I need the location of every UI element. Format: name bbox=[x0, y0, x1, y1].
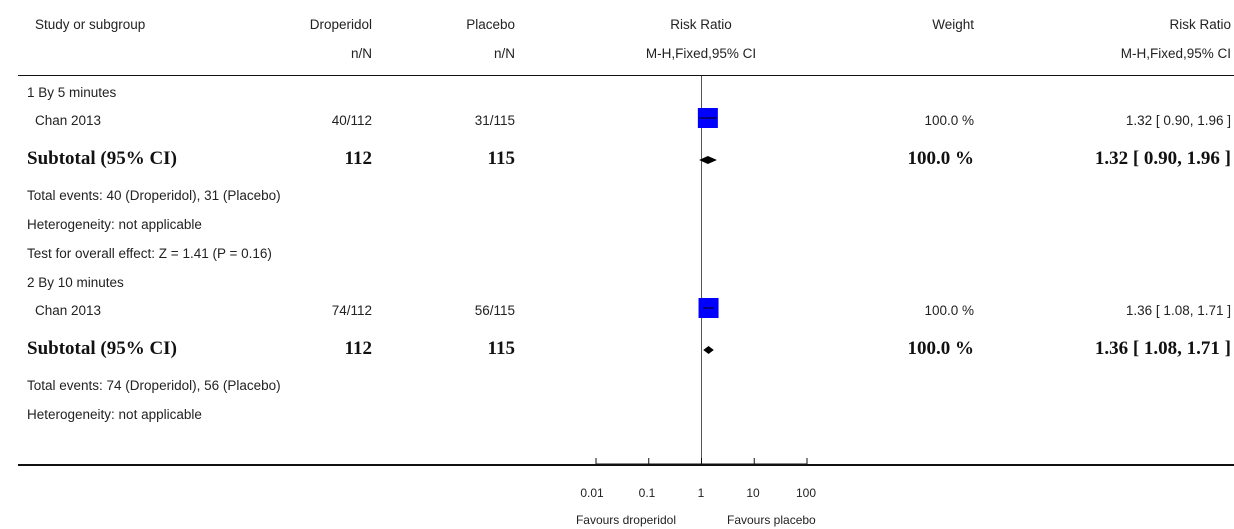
heterogeneity-note: Heterogeneity: not applicable bbox=[27, 407, 202, 422]
study-weight: 100.0 % bbox=[924, 303, 974, 318]
total-events-note: Total events: 74 (Droperidol), 56 (Place… bbox=[27, 378, 281, 393]
header-droperidol-sub: n/N bbox=[350, 46, 372, 61]
study-name: Chan 2013 bbox=[35, 303, 102, 318]
group-title: 1 By 5 minutes bbox=[27, 85, 117, 100]
bottom-rule bbox=[18, 464, 1234, 466]
header-placebo: Placebo bbox=[466, 17, 515, 32]
group-title: 2 By 10 minutes bbox=[27, 275, 124, 290]
header-risk-ratio: Risk Ratio bbox=[670, 17, 732, 32]
subtotal-ci: 1.32 [ 0.90, 1.96 ] bbox=[1094, 148, 1231, 169]
header-droperidol: Droperidol bbox=[309, 17, 372, 32]
header-rule bbox=[18, 75, 1234, 76]
favours-placebo-label: Favours placebo bbox=[727, 513, 816, 527]
header-study: Study or subgroup bbox=[35, 17, 146, 32]
study-droperidol-events: 74/112 bbox=[331, 303, 372, 318]
header-weight: Weight bbox=[932, 17, 974, 32]
subtotal-diamond bbox=[699, 156, 717, 164]
plot-marks bbox=[697, 108, 719, 354]
tick-label: 0.1 bbox=[638, 486, 656, 500]
subtotal-droperidol: 112 bbox=[344, 148, 372, 169]
study-name: Chan 2013 bbox=[35, 113, 102, 128]
favours-droperidol-label: Favours droperidol bbox=[575, 513, 676, 527]
overall-effect-note: Test for overall effect: Z = 1.41 (P = 0… bbox=[27, 246, 272, 261]
header-risk-ratio-sub: M-H,Fixed,95% CI bbox=[645, 46, 757, 61]
heterogeneity-note: Heterogeneity: not applicable bbox=[27, 217, 202, 232]
study-droperidol-events: 40/112 bbox=[331, 113, 372, 128]
subtotal-placebo: 115 bbox=[487, 338, 515, 359]
study-weight: 100.0 % bbox=[924, 113, 974, 128]
study-placebo-events: 31/115 bbox=[474, 113, 515, 128]
header-risk-ratio-right-sub: M-H,Fixed,95% CI bbox=[1120, 46, 1231, 61]
header-placebo-sub: n/N bbox=[493, 46, 515, 61]
study-ci: 1.32 [ 0.90, 1.96 ] bbox=[1125, 113, 1231, 128]
subtotal-label: Subtotal (95% CI) bbox=[27, 338, 177, 359]
subtotal-droperidol: 112 bbox=[344, 338, 372, 359]
tick-label: 10 bbox=[746, 486, 760, 500]
subtotal-ci: 1.36 [ 1.08, 1.71 ] bbox=[1094, 338, 1231, 359]
header-risk-ratio-right: Risk Ratio bbox=[1169, 17, 1231, 32]
subtotal-weight: 100.0 % bbox=[907, 338, 975, 359]
tick-label: 1 bbox=[697, 486, 705, 500]
study-ci: 1.36 [ 1.08, 1.71 ] bbox=[1125, 303, 1231, 318]
study-placebo-events: 56/115 bbox=[474, 303, 515, 318]
tick-label: 100 bbox=[795, 486, 817, 500]
study-marker bbox=[697, 108, 718, 128]
study-marker bbox=[698, 298, 719, 318]
subtotal-weight: 100.0 % bbox=[907, 148, 975, 169]
subtotal-diamond bbox=[703, 346, 714, 354]
tick-label: 0.01 bbox=[580, 486, 604, 500]
subtotal-label: Subtotal (95% CI) bbox=[27, 148, 177, 169]
total-events-note: Total events: 40 (Droperidol), 31 (Place… bbox=[27, 188, 281, 203]
subtotal-placebo: 115 bbox=[487, 148, 515, 169]
